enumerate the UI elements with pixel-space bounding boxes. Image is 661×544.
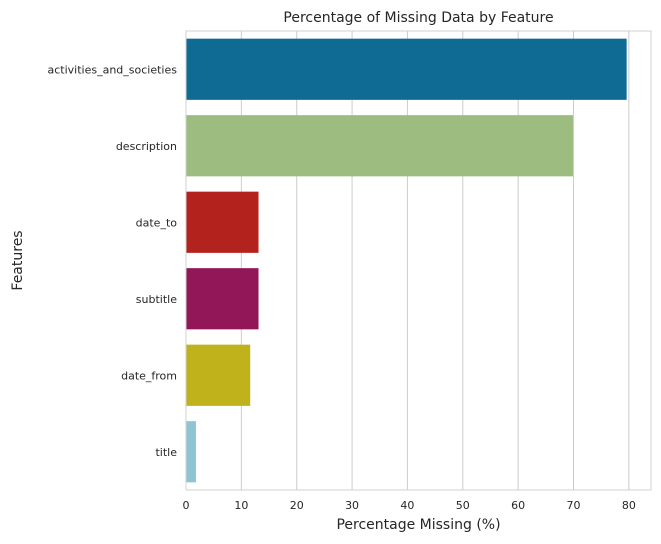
y-tick-label: subtitle — [136, 293, 177, 306]
plot-frame — [185, 30, 652, 491]
bar-subtitle — [186, 268, 259, 330]
y-tick-labels: activities_and_societies description date_… — [48, 63, 178, 459]
y-tick-label: date_from — [121, 369, 177, 382]
x-tick-label: 80 — [622, 499, 636, 512]
y-tick-label: activities_and_societies — [48, 63, 178, 76]
x-tick-label: 20 — [290, 499, 304, 512]
bar-activities-and-societies — [186, 38, 627, 100]
x-tick-label: 60 — [511, 499, 525, 512]
x-tick-labels: 0 10 20 30 40 50 60 70 80 — [183, 499, 636, 512]
x-axis-label: Percentage Missing (%) — [336, 517, 500, 533]
y-tick-label: date_to — [136, 216, 178, 229]
y-axis-label: Features — [10, 230, 26, 290]
x-tick-label: 40 — [400, 499, 414, 512]
bar-title — [186, 421, 196, 483]
x-tick-label: 0 — [183, 499, 190, 512]
y-tick-label: description — [116, 140, 177, 153]
x-tick-label: 50 — [456, 499, 470, 512]
x-tick-label: 10 — [234, 499, 248, 512]
y-tick-label: title — [155, 446, 177, 459]
bar-date-from — [186, 344, 251, 406]
x-tick-label: 30 — [345, 499, 359, 512]
bar-description — [186, 115, 573, 177]
chart-title: Percentage of Missing Data by Feature — [283, 10, 553, 26]
bars — [186, 38, 627, 483]
bar-date-to — [186, 191, 259, 253]
x-tick-label: 70 — [567, 499, 581, 512]
